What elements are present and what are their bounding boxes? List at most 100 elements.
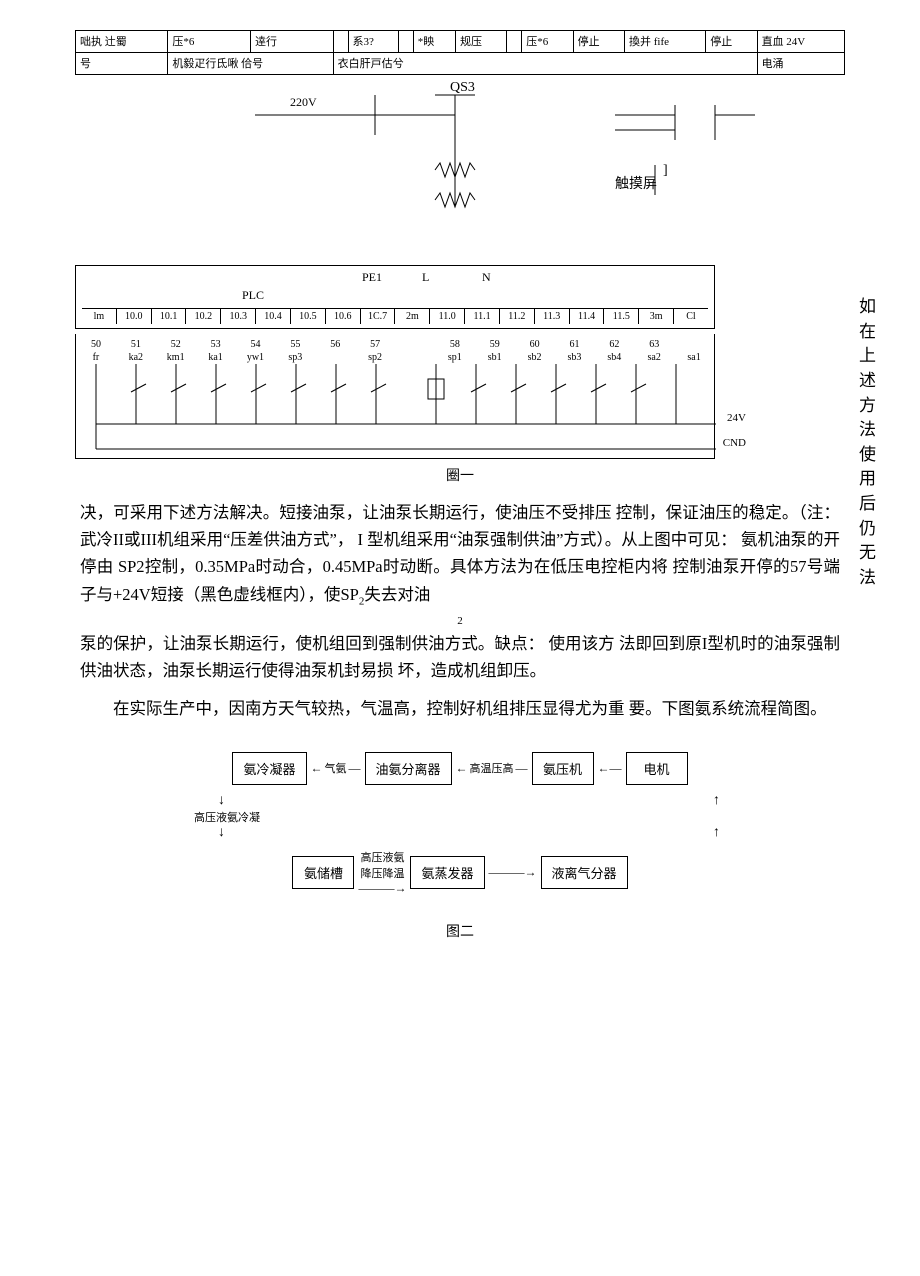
wire-area: 24V CND: [76, 364, 716, 454]
term-lbl: sp3: [275, 351, 315, 364]
term-num: 58: [435, 338, 475, 351]
term-lbl: sp1: [435, 351, 475, 364]
down-arrow-icon: ↓: [218, 825, 225, 841]
box-compressor: 氨压机: [532, 752, 594, 785]
term-num: 50: [76, 338, 116, 351]
io-cell: Cl: [674, 309, 708, 324]
term-num: 55: [275, 338, 315, 351]
io-cell: 10.1: [152, 309, 187, 324]
arrow-icon: ←高温压高—: [456, 760, 528, 776]
down-arrow-icon: ↓: [218, 793, 225, 809]
cell: [398, 31, 413, 53]
term-num: [395, 338, 435, 351]
arrow-icon: ←—: [598, 761, 622, 776]
cell: [507, 31, 522, 53]
label-24v: 24V: [727, 412, 746, 424]
up-arrow-icon: ↑: [713, 825, 720, 841]
cell: 压*6: [168, 31, 251, 53]
term-lbl: sb1: [475, 351, 515, 364]
term-num: 60: [515, 338, 555, 351]
io-cell: 10.6: [326, 309, 361, 324]
plc-io-row: lm 10.0 10.1 10.2 10.3 10.4 10.5 10.6 1C…: [82, 308, 708, 324]
terminal-numbers: 50 51 52 53 54 55 56 57 58 59 60 61 62 6…: [76, 338, 714, 351]
arrow-icon: 高压液氨 降压降温 ———→: [358, 849, 406, 896]
cell: 停止: [573, 31, 624, 53]
circuit-diagram-area: 220V QS3 触摸屏 ] PE1 L: [75, 85, 845, 459]
paragraph-2: 泵的保护，让油泵长期运行，使机组回到强制供油方式。缺点： 使用该方 法即回到原I…: [80, 630, 840, 684]
cell: 系3?: [348, 31, 398, 53]
term-num: 51: [116, 338, 156, 351]
io-cell: lm: [82, 309, 117, 324]
io-cell: 10.3: [221, 309, 256, 324]
cell: 机毅疋行氐啾 佮号: [168, 53, 333, 75]
box-tank: 氨储槽: [292, 856, 354, 889]
io-cell: 11.2: [500, 309, 535, 324]
cell: 停止: [706, 31, 757, 53]
io-cell: 10.4: [256, 309, 291, 324]
term-lbl: km1: [156, 351, 196, 364]
terminal-section: 50 51 52 53 54 55 56 57 58 59 60 61 62 6…: [75, 334, 715, 459]
flow-diagram: 氨冷凝器 ←气氨— 油氨分离器 ←高温压高— 氨压机 ←— 电机 ↓ ↑ 高压液…: [140, 752, 780, 896]
io-cell: 11.1: [465, 309, 500, 324]
qs3-circuit: 220V QS3 触摸屏 ]: [75, 85, 845, 265]
term-lbl: ka1: [196, 351, 236, 364]
term-num: 56: [315, 338, 355, 351]
table-row: 咄执 辻蜀 压*6 逹行 系3? *眏 规压 压*6 停止 換并 fife 停止…: [76, 31, 845, 53]
io-cell: 10.2: [186, 309, 221, 324]
flow-down-arrows-2: ↓ ↑: [140, 825, 780, 841]
side-vertical-text: 如在上述方法使用后仍无法: [859, 295, 879, 591]
cell: 压*6: [522, 31, 573, 53]
terminal-labels: fr ka2 km1 ka1 yw1 sp3 sp2 sp1 sb1 sb2 s…: [76, 351, 714, 364]
header-table: 咄执 辻蜀 压*6 逹行 系3? *眏 规压 压*6 停止 換并 fife 停止…: [75, 30, 845, 75]
figure-2-caption: 图二: [50, 921, 870, 941]
cell: 规压: [456, 31, 507, 53]
flow-row-top: 氨冷凝器 ←气氨— 油氨分离器 ←高温压高— 氨压机 ←— 电机: [140, 752, 780, 785]
term-lbl: sa2: [634, 351, 674, 364]
plc-header: PE1 L N PLC: [82, 270, 708, 286]
io-cell: 11.3: [535, 309, 570, 324]
label-plc: PLC: [242, 288, 264, 303]
io-cell: 11.5: [604, 309, 639, 324]
term-lbl: [315, 351, 355, 364]
cell: 直血 24V: [757, 31, 844, 53]
label-pe1: PE1: [362, 270, 382, 285]
paragraph-1: 决，可采用下述方法解决。短接油泵，让油泵长期运行，使油压不受排压 控制，保证油压…: [80, 499, 840, 610]
term-lbl: sb3: [555, 351, 595, 364]
io-cell: 10.0: [117, 309, 152, 324]
term-num: 62: [594, 338, 634, 351]
term-num: 57: [355, 338, 395, 351]
arrow-label: 气氨: [325, 760, 347, 776]
wire-svg: [76, 364, 716, 454]
vlabel-hp-cond: 高压液氨冷凝: [194, 809, 780, 825]
figure-1-caption: 圈一: [50, 465, 870, 485]
term-lbl: sa1: [674, 351, 714, 364]
io-cell: 1C.7: [361, 309, 396, 324]
box-motor: 电机: [626, 752, 688, 785]
body-paragraphs: 决，可采用下述方法解决。短接油泵，让油泵长期运行，使油压不受排压 控制，保证油压…: [80, 499, 840, 722]
arrow-label: 高温压高: [470, 760, 514, 776]
io-cell: 11.0: [430, 309, 465, 324]
cell: 咄执 辻蜀: [76, 31, 168, 53]
io-cell: 2m: [395, 309, 430, 324]
flow-row-bottom: 氨储槽 高压液氨 降压降温 ———→ 氨蒸发器 ———→ 液离气分器: [140, 849, 780, 896]
term-num: 54: [236, 338, 276, 351]
cell: 号: [76, 53, 168, 75]
term-lbl: sb4: [594, 351, 634, 364]
term-lbl: sp2: [355, 351, 395, 364]
cell: *眏: [413, 31, 455, 53]
term-num: 63: [634, 338, 674, 351]
box-oilsep: 油氨分离器: [365, 752, 452, 785]
cell: 电涌: [757, 53, 844, 75]
cell: 衣白肝戸估兮: [333, 53, 757, 75]
io-cell: 10.5: [291, 309, 326, 324]
box-sep: 液离气分器: [541, 856, 628, 889]
flow-down-arrows: ↓ ↑: [140, 793, 780, 809]
label-l: L: [422, 270, 429, 285]
term-lbl: ka2: [116, 351, 156, 364]
box-evap: 氨蒸发器: [410, 856, 484, 889]
paragraph-3: 在实际生产中，因南方天气较热，气温高，控制好机组排压显得尤为重 要。下图氨系统流…: [80, 695, 840, 722]
arrow-label: 高压液氨 降压降温: [360, 849, 404, 881]
circuit-svg: [255, 85, 755, 255]
up-arrow-icon: ↑: [713, 793, 720, 809]
label-n: N: [482, 270, 491, 285]
